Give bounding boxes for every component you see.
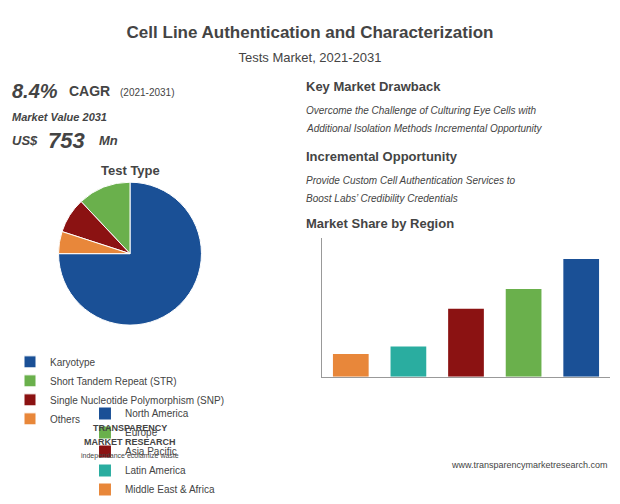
svg-text:North America: North America [125,408,189,419]
svg-text:8.4%: 8.4% [12,80,58,102]
svg-text:(2021-2031): (2021-2031) [120,87,174,98]
svg-text:Others: Others [50,414,80,425]
svg-text:Single Nucleotide Polymorphism: Single Nucleotide Polymorphism (SNP) [50,395,224,406]
svg-text:Latin America: Latin America [125,465,186,476]
svg-text:Europe: Europe [125,427,158,438]
svg-text:Mn: Mn [99,133,118,148]
svg-text:Additional Isolation Methods I: Additional Isolation Methods Incremental… [306,123,543,134]
svg-text:Market Value 2031: Market Value 2031 [12,111,107,123]
svg-text:Middle East & Africa: Middle East & Africa [125,484,215,495]
svg-text:Cell Line Authentication and C: Cell Line Authentication and Characteriz… [127,23,494,42]
svg-text:www.transparencymarketresearch: www.transparencymarketresearch.com [451,460,608,470]
svg-text:Market Share by Region: Market Share by Region [306,216,454,231]
svg-text:Provide Custom Cell Authentica: Provide Custom Cell Authentication Servi… [306,175,516,186]
svg-text:Overcome the Challenge of Cult: Overcome the Challenge of Culturing Eye … [306,105,537,116]
svg-text:Test Type: Test Type [101,163,160,178]
svg-text:Incremental Opportunity: Incremental Opportunity [306,149,458,164]
svg-text:Short Tandem Repeat (STR): Short Tandem Repeat (STR) [50,376,177,387]
svg-text:CAGR: CAGR [69,83,110,99]
svg-text:independance ecolamize waste: independance ecolamize waste [81,452,179,460]
svg-text:MARKET RESEARCH: MARKET RESEARCH [84,437,176,447]
svg-text:Key Market Drawback: Key Market Drawback [306,79,441,94]
svg-text:TRANSPARENCY: TRANSPARENCY [93,423,167,433]
svg-text:753: 753 [48,128,85,153]
svg-text:US$: US$ [12,133,38,148]
svg-text:Boost Labs’ Credibility Creden: Boost Labs’ Credibility Credentials [306,193,458,204]
svg-text:Asia Pacific: Asia Pacific [125,446,177,457]
svg-text:Karyotype: Karyotype [50,357,95,368]
svg-text:Tests Market, 2021-2031: Tests Market, 2021-2031 [238,50,381,65]
